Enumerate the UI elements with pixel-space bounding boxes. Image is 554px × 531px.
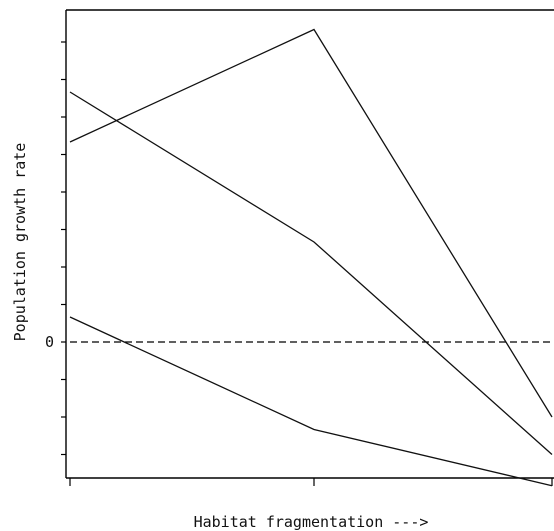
x-ticks [69, 478, 553, 486]
y-axis-label: Population growth rate [11, 143, 29, 342]
series-line-3 [69, 316, 553, 487]
series-line-2 [69, 91, 553, 455]
series-lines [69, 28, 553, 487]
labels: 0 Habitat fragmentation ---> Population … [11, 143, 428, 531]
series-line-1 [69, 28, 553, 418]
x-axis-label: Habitat fragmentation ---> [194, 513, 429, 531]
y-tick-label-zero: 0 [45, 333, 54, 351]
y-ticks [61, 41, 66, 456]
axes [65, 9, 554, 479]
